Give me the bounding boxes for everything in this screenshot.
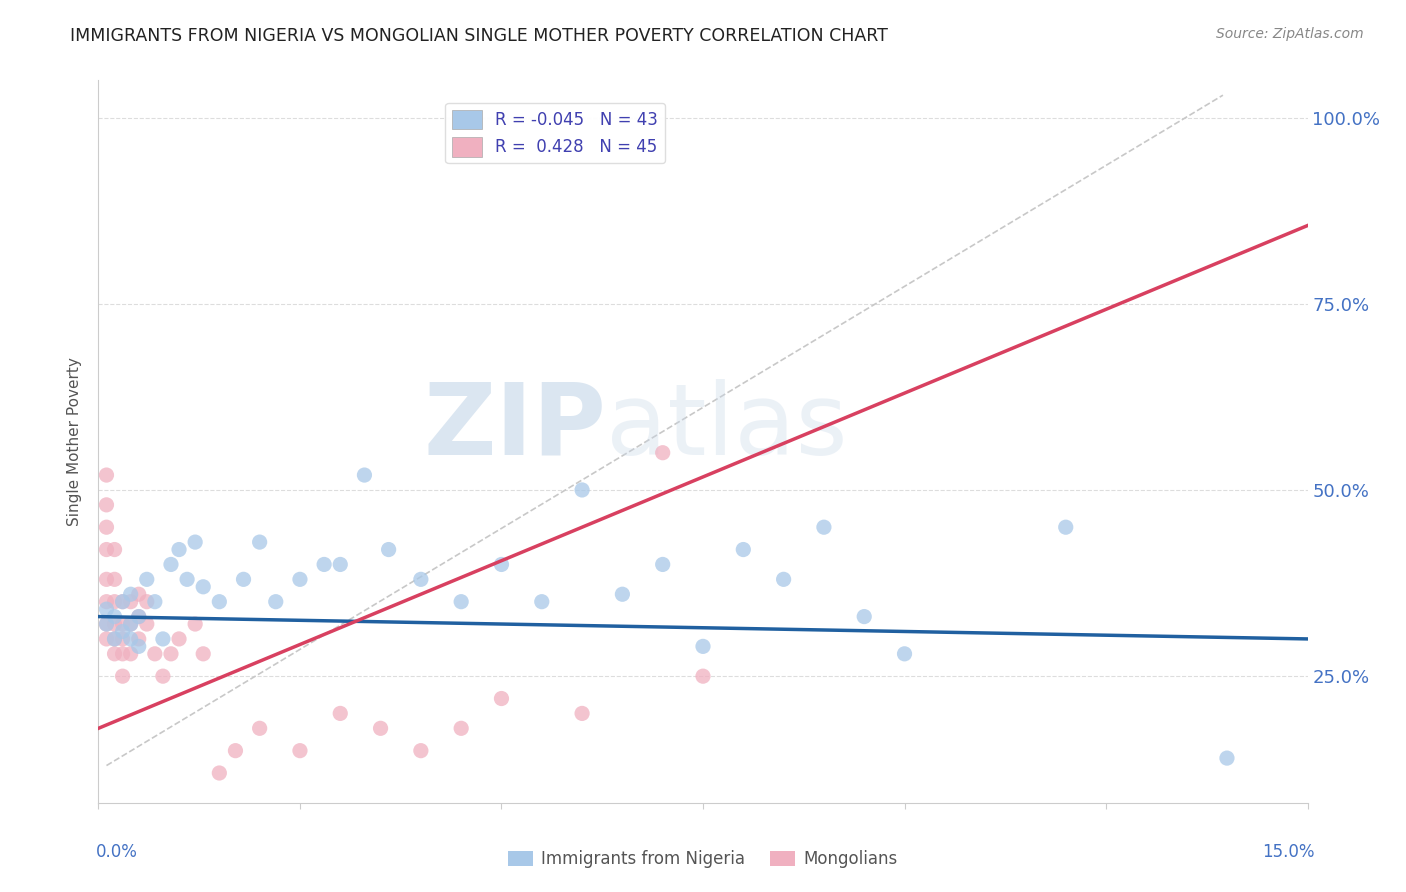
Point	[96, 498, 118, 512]
Point	[1216, 751, 1239, 765]
Point	[167, 632, 190, 646]
Point	[96, 617, 118, 632]
Point	[167, 542, 190, 557]
Point	[111, 624, 134, 639]
Point	[103, 632, 125, 646]
Point	[571, 483, 593, 497]
Point	[409, 572, 432, 586]
Point	[288, 744, 311, 758]
Legend: R = -0.045   N = 43, R =  0.428   N = 45: R = -0.045 N = 43, R = 0.428 N = 45	[446, 103, 665, 163]
Point	[314, 558, 336, 572]
Point	[813, 520, 835, 534]
Point	[224, 744, 246, 758]
Point	[103, 572, 125, 586]
Point	[103, 632, 125, 646]
Point	[96, 468, 118, 483]
Point	[450, 595, 472, 609]
Point	[249, 535, 271, 549]
Point	[103, 595, 125, 609]
Point	[692, 640, 714, 654]
Point	[96, 602, 118, 616]
Point	[692, 669, 714, 683]
Point	[96, 632, 118, 646]
Point	[111, 595, 134, 609]
Point	[377, 542, 399, 557]
Point	[772, 572, 794, 586]
Legend: Immigrants from Nigeria, Mongolians: Immigrants from Nigeria, Mongolians	[502, 844, 904, 875]
Point	[120, 595, 142, 609]
Point	[160, 558, 183, 572]
Point	[193, 647, 215, 661]
Point	[128, 632, 150, 646]
Point	[120, 617, 142, 632]
Point	[111, 595, 134, 609]
Text: 15.0%: 15.0%	[1263, 843, 1315, 861]
Text: IMMIGRANTS FROM NIGERIA VS MONGOLIAN SINGLE MOTHER POVERTY CORRELATION CHART: IMMIGRANTS FROM NIGERIA VS MONGOLIAN SIN…	[70, 27, 889, 45]
Point	[103, 609, 125, 624]
Point	[143, 647, 166, 661]
Point	[612, 587, 634, 601]
Point	[143, 595, 166, 609]
Point	[530, 595, 553, 609]
Text: Source: ZipAtlas.com: Source: ZipAtlas.com	[1216, 27, 1364, 41]
Point	[111, 669, 134, 683]
Point	[120, 587, 142, 601]
Point	[264, 595, 287, 609]
Text: 0.0%: 0.0%	[96, 843, 138, 861]
Point	[184, 535, 207, 549]
Point	[353, 468, 375, 483]
Point	[232, 572, 254, 586]
Point	[571, 706, 593, 721]
Point	[96, 595, 118, 609]
Point	[651, 558, 673, 572]
Point	[135, 572, 157, 586]
Point	[103, 542, 125, 557]
Point	[208, 595, 231, 609]
Point	[96, 617, 118, 632]
Point	[120, 647, 142, 661]
Point	[893, 647, 915, 661]
Y-axis label: Single Mother Poverty: Single Mother Poverty	[67, 357, 83, 526]
Point	[491, 691, 513, 706]
Text: ZIP: ZIP	[423, 378, 606, 475]
Point	[184, 617, 207, 632]
Point	[176, 572, 198, 586]
Point	[450, 721, 472, 735]
Point	[409, 744, 432, 758]
Point	[249, 721, 271, 735]
Point	[853, 609, 876, 624]
Point	[193, 580, 215, 594]
Point	[651, 446, 673, 460]
Point	[128, 609, 150, 624]
Point	[111, 647, 134, 661]
Text: atlas: atlas	[606, 378, 848, 475]
Point	[96, 542, 118, 557]
Point	[96, 520, 118, 534]
Point	[103, 647, 125, 661]
Point	[128, 640, 150, 654]
Point	[120, 617, 142, 632]
Point	[152, 669, 174, 683]
Point	[96, 572, 118, 586]
Point	[288, 572, 311, 586]
Point	[160, 647, 183, 661]
Point	[1054, 520, 1077, 534]
Point	[733, 542, 755, 557]
Point	[128, 587, 150, 601]
Point	[329, 706, 352, 721]
Point	[491, 558, 513, 572]
Point	[152, 632, 174, 646]
Point	[128, 609, 150, 624]
Point	[111, 632, 134, 646]
Point	[111, 617, 134, 632]
Point	[120, 632, 142, 646]
Point	[103, 617, 125, 632]
Point	[370, 721, 392, 735]
Point	[135, 617, 157, 632]
Point	[329, 558, 352, 572]
Point	[208, 766, 231, 780]
Point	[135, 595, 157, 609]
